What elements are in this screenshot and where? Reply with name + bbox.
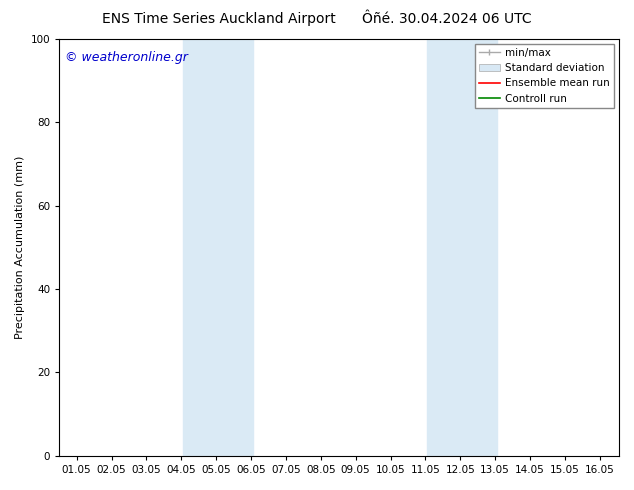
Text: ENS Time Series Auckland Airport      Ôñé. 30.04.2024 06 UTC: ENS Time Series Auckland Airport Ôñé. 30… [102, 10, 532, 26]
Y-axis label: Precipitation Accumulation (mm): Precipitation Accumulation (mm) [15, 156, 25, 339]
Text: © weatheronline.gr: © weatheronline.gr [65, 51, 188, 64]
Bar [427, 39, 497, 456]
Legend: min/max, Standard deviation, Ensemble mean run, Controll run: min/max, Standard deviation, Ensemble me… [475, 44, 614, 108]
Bar [183, 39, 253, 456]
